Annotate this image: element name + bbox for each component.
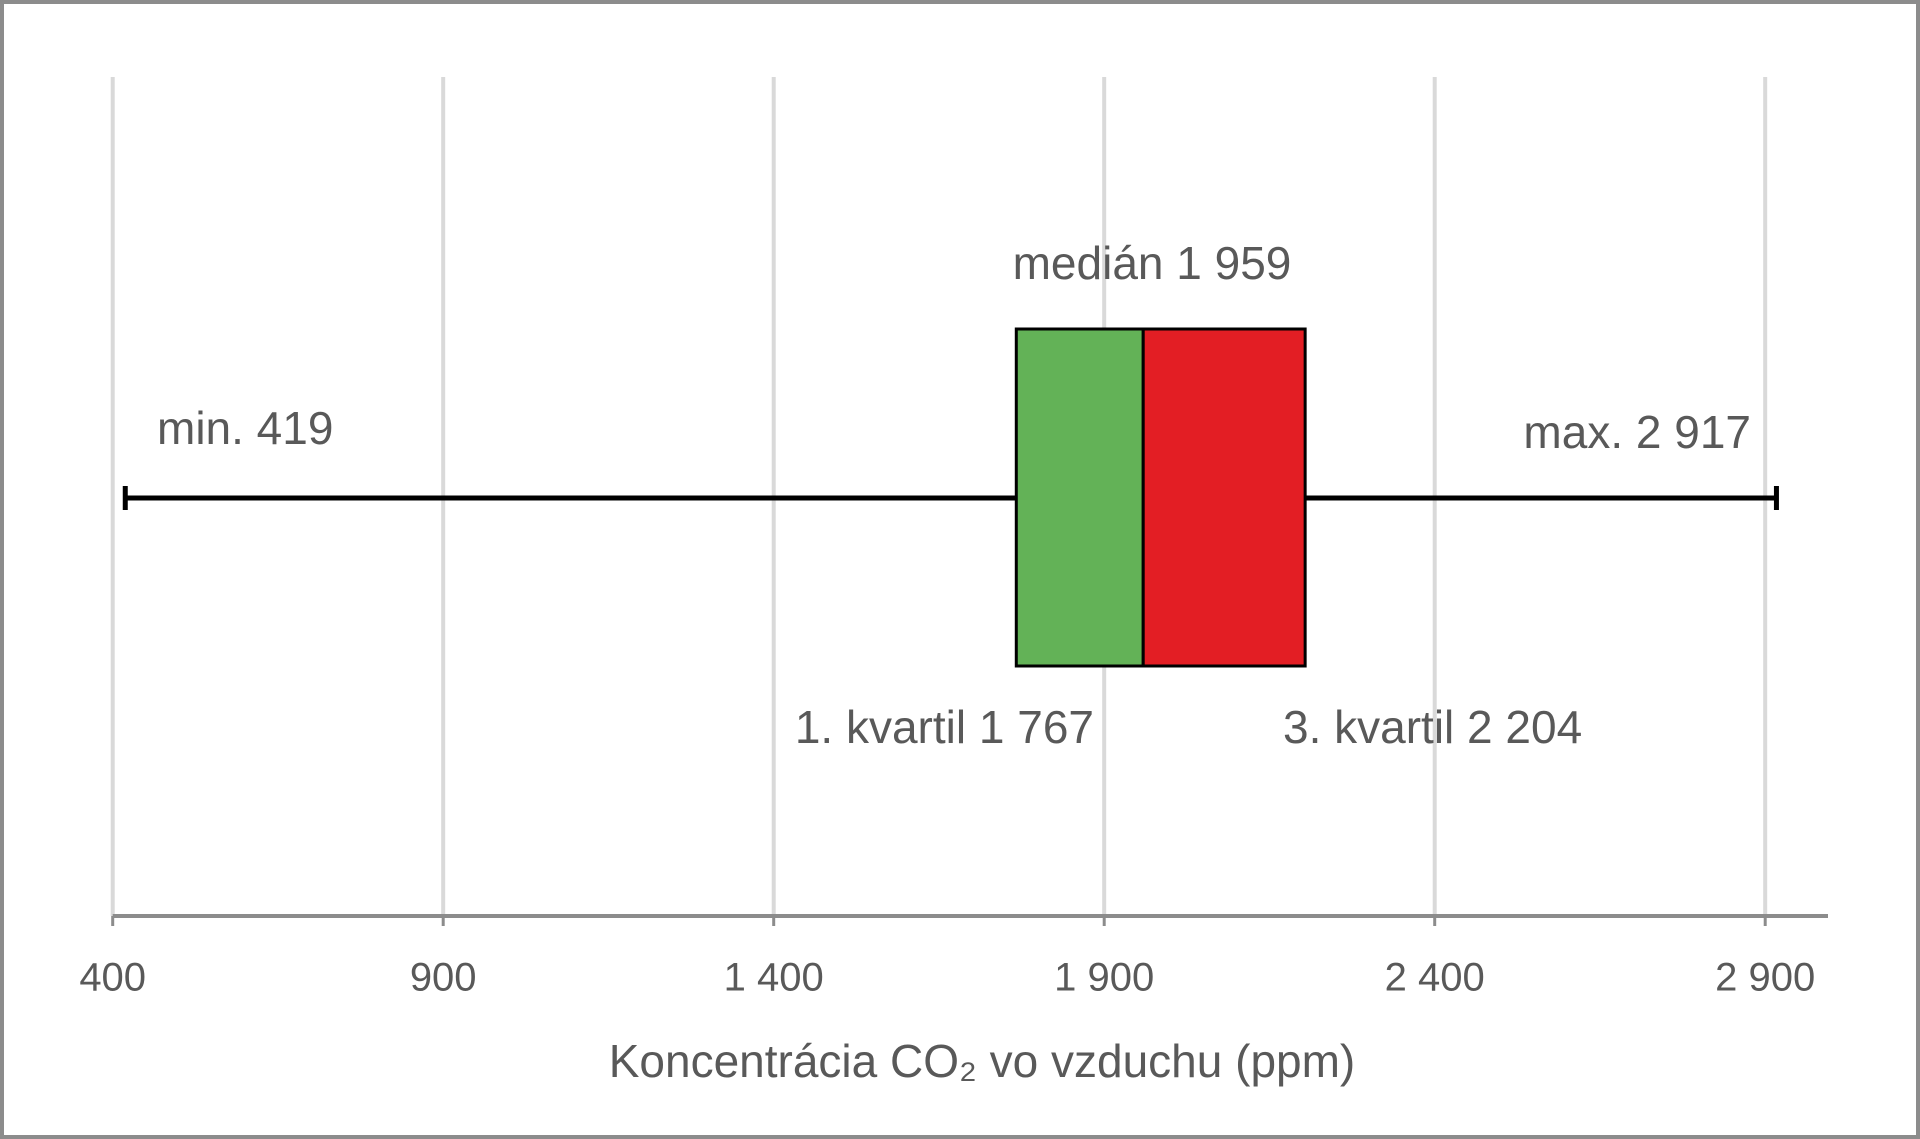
median-label: medián 1 959 <box>1013 237 1292 289</box>
x-tick-label: 900 <box>410 956 477 1000</box>
q1-label: 1. kvartil 1 767 <box>795 701 1094 753</box>
max-label: max. 2 917 <box>1523 406 1751 458</box>
q3-label: 3. kvartil 2 204 <box>1283 701 1582 753</box>
min-label: min. 419 <box>157 402 333 454</box>
x-tick-label: 2 900 <box>1715 956 1815 1000</box>
x-tick-label: 400 <box>79 956 146 1000</box>
box-lower <box>1014 327 1145 668</box>
x-tick-label: 2 400 <box>1385 956 1485 1000</box>
x-tick-label: 1 900 <box>1054 956 1154 1000</box>
plot <box>122 327 1779 668</box>
box-upper <box>1141 327 1307 668</box>
x-axis-title: Koncentrácia CO₂ vo vzduchu (ppm) <box>609 1035 1356 1087</box>
x-tick-label: 1 400 <box>724 956 824 1000</box>
